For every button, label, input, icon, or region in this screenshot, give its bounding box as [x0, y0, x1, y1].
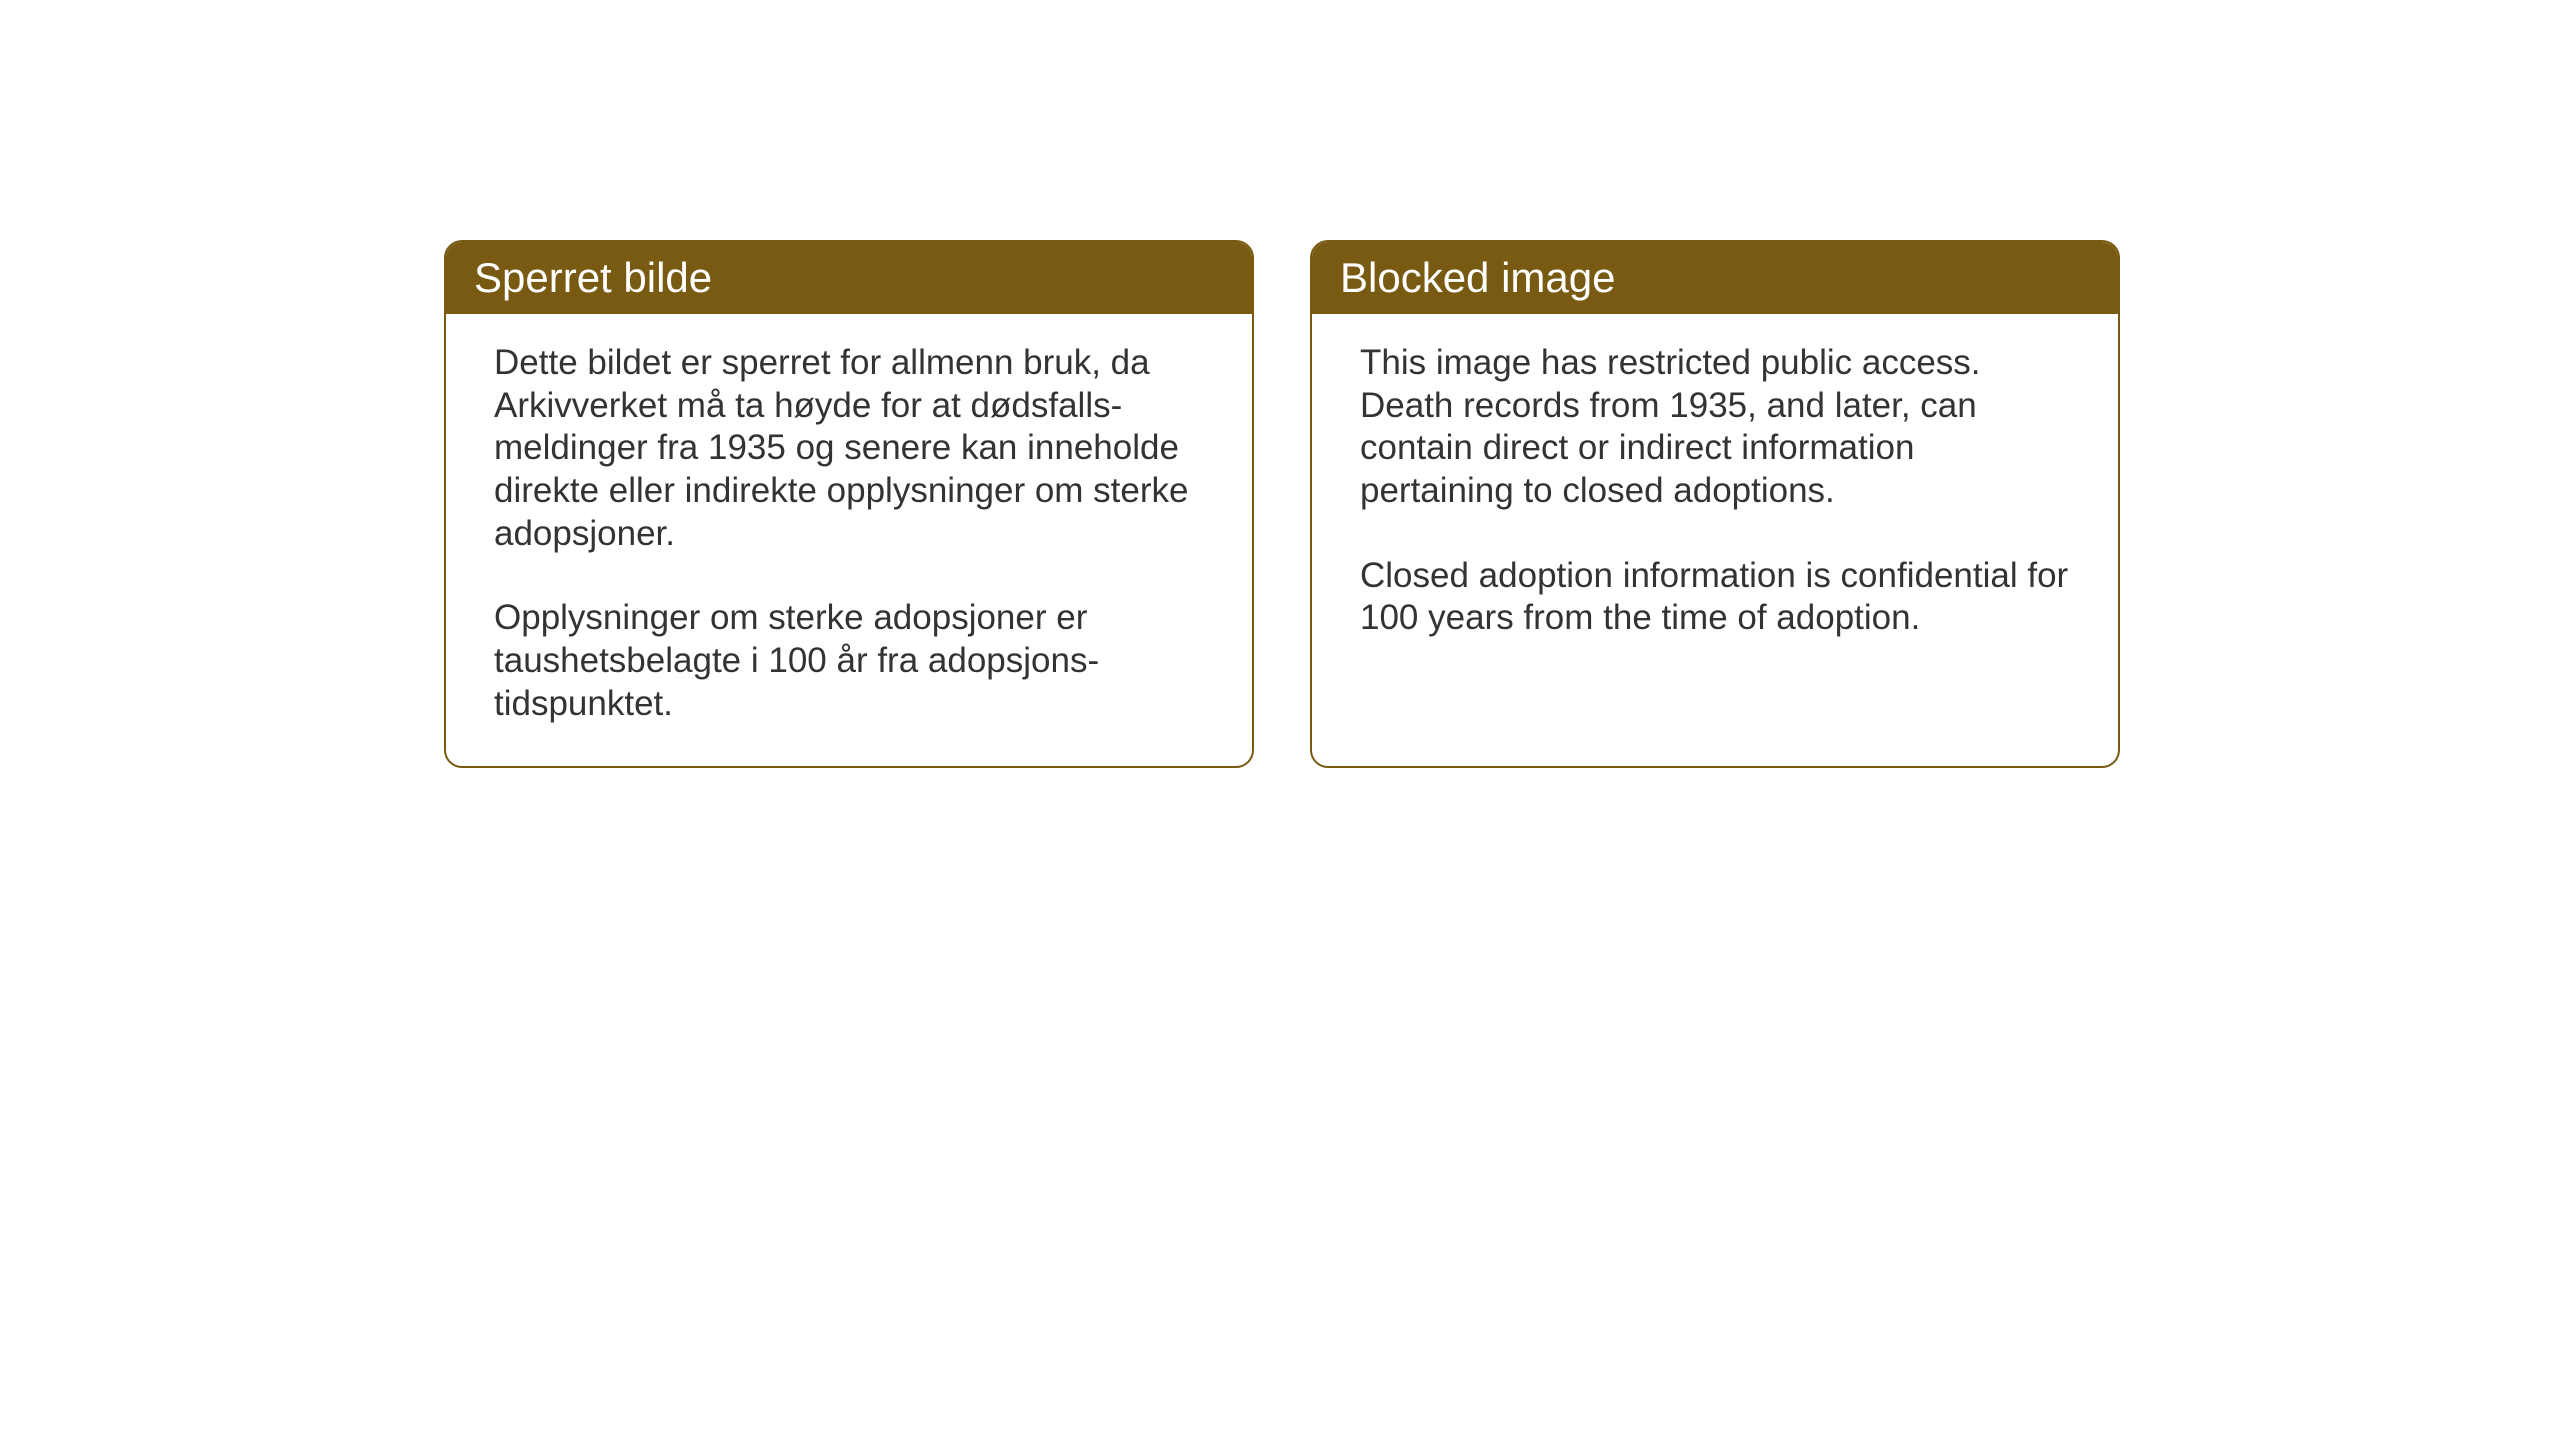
english-paragraph-2: Closed adoption information is confident… [1360, 555, 2070, 640]
norwegian-paragraph-1: Dette bildet er sperret for allmenn bruk… [494, 342, 1204, 555]
norwegian-card: Sperret bilde Dette bildet er sperret fo… [444, 240, 1254, 768]
cards-container: Sperret bilde Dette bildet er sperret fo… [444, 240, 2120, 768]
english-card: Blocked image This image has restricted … [1310, 240, 2120, 768]
english-card-header: Blocked image [1312, 242, 2118, 314]
english-card-title: Blocked image [1340, 254, 1615, 301]
norwegian-card-body: Dette bildet er sperret for allmenn bruk… [446, 314, 1252, 766]
english-card-body: This image has restricted public access.… [1312, 314, 2118, 680]
norwegian-card-title: Sperret bilde [474, 254, 712, 301]
english-paragraph-1: This image has restricted public access.… [1360, 342, 2070, 513]
norwegian-paragraph-2: Opplysninger om sterke adopsjoner er tau… [494, 597, 1204, 725]
norwegian-card-header: Sperret bilde [446, 242, 1252, 314]
